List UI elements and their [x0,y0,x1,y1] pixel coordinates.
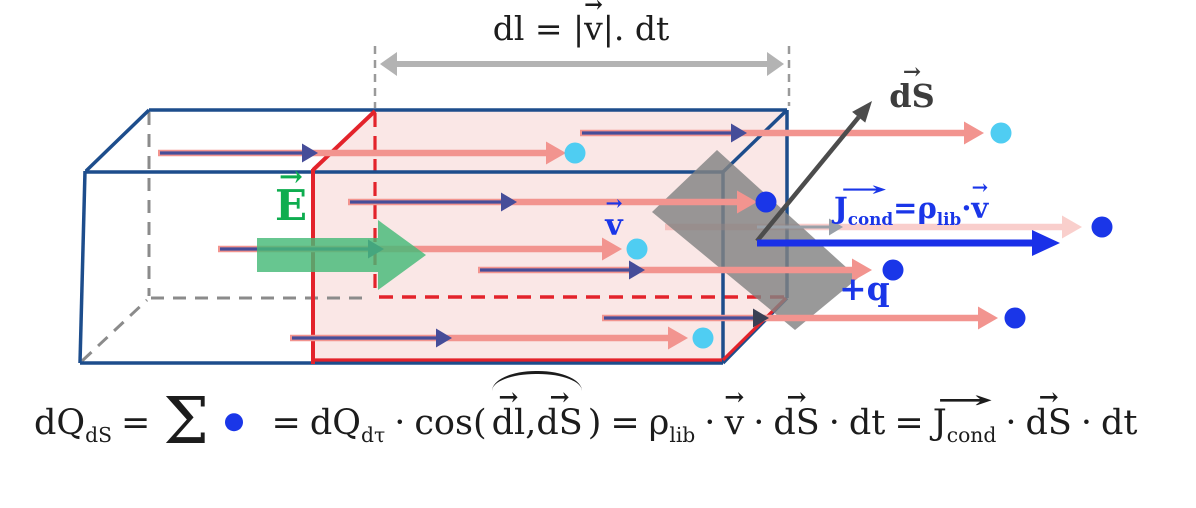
charge-dot-cyan [692,327,714,349]
math-token: dQdτ [309,402,386,447]
carrier-arrow-1 [158,141,586,165]
dl-measure-arrow [380,52,784,76]
charge-dot-blue [755,191,777,213]
math-token: = [894,402,924,443]
math-token: · [1005,402,1017,443]
e-field-arrow [257,220,426,290]
charge-flux-formula: dQdS=Σ=dQdτ·cos(dl, dS)=ρlib·v·dS·dt=Jco… [34,370,1138,459]
math-token: cos( [414,402,487,443]
math-token: dt [848,402,886,443]
math-token: ρlib [648,402,696,447]
charge-dot-marker [225,412,244,432]
math-token: Jcond [933,403,997,445]
math-token: · [1080,402,1093,443]
box-top-left-depth-edge [84,108,151,173]
math-token: dS [1026,403,1072,443]
carrier-arrow-5 [478,258,904,282]
charge-dot-cyan [626,238,648,260]
carrier-arrow-7 [290,326,714,350]
box-front-left-edge [78,170,87,364]
math-token: = [610,402,640,443]
slab-top-left-depth-edge-red [311,109,377,172]
math-token: = [271,402,301,443]
charge-dot-cyan [564,142,586,164]
jcond-vector-arrow [757,230,1060,256]
math-token: = [121,402,151,443]
math-token: · [753,402,765,443]
math-token: · [394,402,406,443]
ds-vector-arrow [755,101,872,243]
charge-dot-blue [882,259,904,281]
math-token: dQdS [34,402,112,447]
math-token: dt [1101,402,1138,443]
carrier-arrow-2 [580,121,1012,145]
slab-top-face [313,110,787,172]
box-top-right-depth-edge [721,108,789,174]
charge-dot-cyan [990,122,1012,144]
math-token: ) [587,402,602,443]
math-token: · [828,402,840,443]
box-bottom-left-depth-hidden [80,298,149,363]
charge-dot-blue [1091,216,1113,238]
math-token: dS [536,403,582,443]
math-token: dS [773,403,819,443]
angle-hat-group: dl, dS [490,370,585,443]
math-token: dl [492,403,526,443]
math-token: Σ [163,384,209,459]
charge-dot-blue [1004,307,1026,329]
math-token: v [724,403,744,443]
math-token: · [704,402,716,443]
carrier-arrow-3 [348,190,777,214]
carrier-arrow-6 [602,306,1026,330]
surface-element-ds [652,150,858,330]
math-token: , [525,402,537,443]
